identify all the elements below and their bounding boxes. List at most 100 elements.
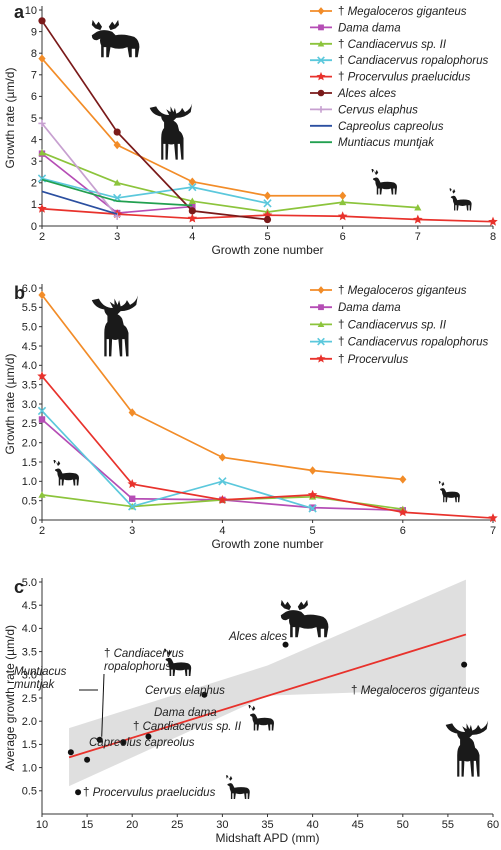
y-tick-label: 9 [31,26,37,38]
legend-label: † Candiacervus ropalophorus [338,55,488,67]
y-tick-label: 10 [25,5,37,17]
y-tick-label: 1 [31,199,37,211]
y-tick-label: 4.0 [22,623,37,635]
x-tick-label: 60 [487,819,499,831]
y-tick-label: 8 [31,48,37,60]
scatter-point-group: Capreolus capreolus [84,737,195,763]
point-label: † Procervulus praelucidus [83,787,216,799]
data-point [188,182,197,192]
data-point [37,203,47,213]
y-tick-label: 3.0 [22,399,37,411]
x-tick-label: 2 [39,525,45,537]
legend-item: Cervus elaphus [310,104,418,116]
deer-silhouette [53,460,79,486]
y-tick-label: 5 [31,113,37,125]
moose-silhouette [91,19,140,58]
data-point [218,453,226,462]
legend-marker [317,337,325,346]
point-label: muntjak [14,679,56,691]
data-point [309,466,317,475]
point-label: Dama dama [154,707,217,719]
y-tick-label: 2.5 [22,693,37,705]
legend-label: † Candiacervus ropalophorus [338,337,488,349]
data-point [128,502,137,511]
legend-marker [318,24,324,31]
point-label: Cervus elaphus [145,685,225,697]
point-label: Alces alces [228,631,287,643]
legend-item: † Procervulus praelucidus [310,72,471,84]
data-point [38,491,46,498]
scatter-point [145,733,152,740]
y-tick-label: 2 [31,178,37,190]
data-point [339,191,347,200]
legend-item: Capreolus capreolus [310,121,444,133]
legend-item: Muntiacus muntjak [310,137,435,149]
legend-marker [316,354,326,363]
legend-item: † Candiacervus ropalophorus [310,337,488,349]
regression-line [68,633,467,759]
data-point [263,215,272,224]
data-point [218,477,227,486]
legend-marker [318,304,324,311]
panel-c: c 10 15 20 25 30 35 40 45 50 55 60 0.5 1.0 1.5 2.0 2.5 3.… [3,577,499,845]
series [41,190,118,215]
x-tick-label: 8 [490,231,496,243]
deer-silhouette [248,705,274,731]
y-tick-label: 5.0 [22,321,37,333]
data-point [307,489,318,499]
data-point [414,204,422,211]
scatter-point [96,736,103,743]
legend: † Megaloceros giganteus Dama dama † Candia… [310,285,488,366]
legend-label: Muntiacus muntjak [338,137,435,149]
x-tick-label: 5 [310,525,316,537]
x-tick-label: 20 [126,819,138,831]
series [37,174,272,208]
series-line [41,375,494,519]
scatter-point-group: † Candiacervus sp. II [120,721,242,746]
legend-marker [317,321,325,328]
deer-silhouette [371,169,397,195]
data-point [308,504,317,513]
data-point [413,214,423,224]
y-axis-title: Growth rate (µm/d) [3,354,17,455]
data-point [128,408,136,417]
data-point [38,54,46,63]
deer-silhouette [226,775,250,799]
legend-label: † Megaloceros giganteus [338,285,467,297]
scatter-point-group: † Procervulus praelucidus [75,787,216,799]
scatter-point-group: Alces alces [228,631,289,648]
series-line [41,151,418,213]
deer-silhouette [438,481,460,503]
data-point [129,495,136,502]
legend-label: † Candiacervus sp. II [338,39,447,51]
data-point [187,213,198,223]
x-tick-label: 30 [216,819,228,831]
x-tick-label: 2 [39,231,45,243]
data-point [188,177,196,186]
scatter-point [120,739,127,746]
series [38,54,347,200]
data-point [113,128,121,136]
legend-item: † Megaloceros giganteus [310,6,467,18]
y-tick-label: 1.0 [22,762,37,774]
panel-b: b 2 3 4 5 6 7 0 0.5 1.0 1.5 2.0 2.5 3.0 3.5 4.0 4.5 5.0 5.… [3,283,498,551]
leader-line [101,673,105,737]
legend-label: Cervus elaphus [338,104,418,116]
data-point [188,197,196,205]
legend-marker [317,286,325,294]
point-label: Muntiacus [14,666,67,678]
x-tick-label: 25 [171,819,183,831]
data-point [37,371,47,381]
x-tick-label: 10 [36,819,48,831]
data-point [113,140,121,150]
x-axis-title: Growth zone number [211,243,323,257]
data-point [38,416,46,423]
series-line [41,122,118,217]
series [38,17,272,224]
y-tick-label: 4.0 [22,360,37,372]
confidence-band [69,579,466,787]
series-line [41,178,193,207]
